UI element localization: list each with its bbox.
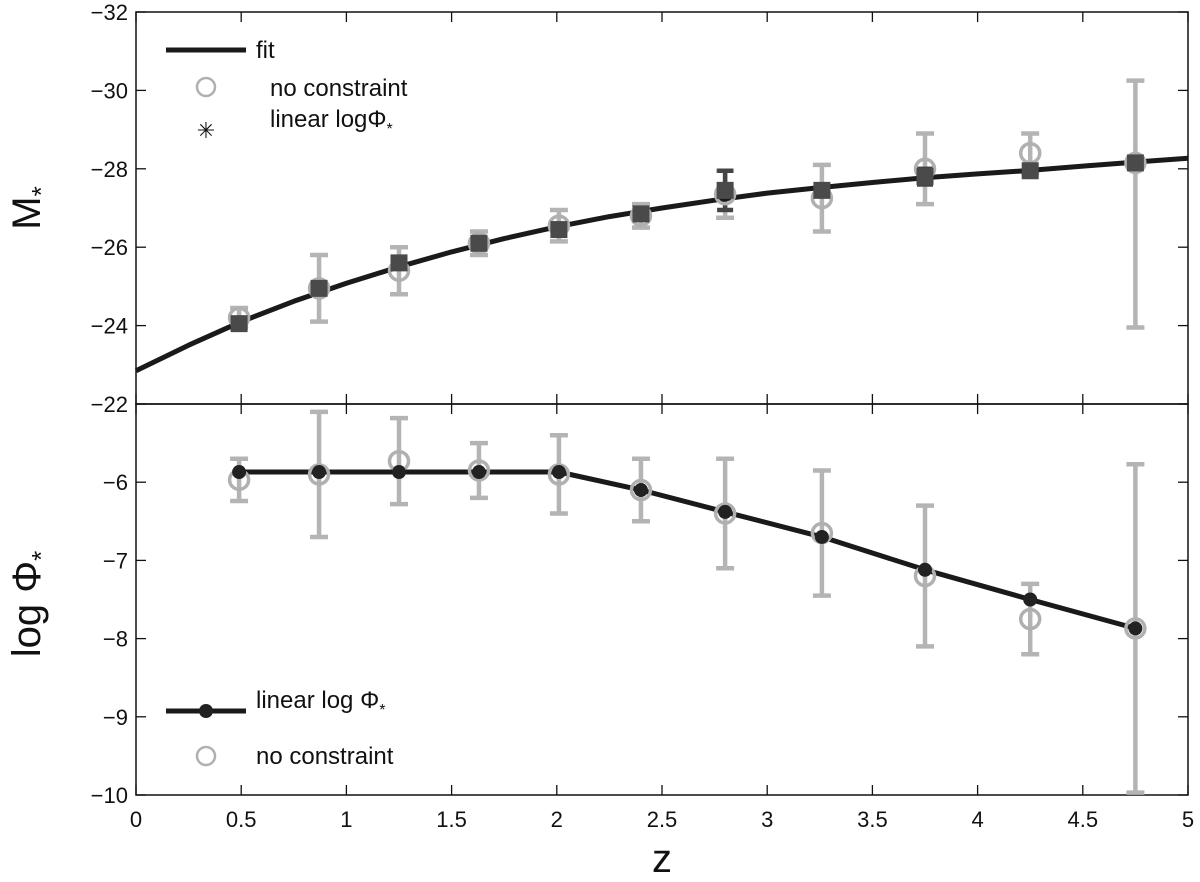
legend-bottom-no-constraint-swatch [195,745,217,767]
legend-bottom-no-constraint-label: no constraint [256,743,394,770]
top-no-constraint-point [467,232,491,255]
bottom-linear-point [918,562,932,577]
top-panel-y-tick-label: −32 [91,0,128,25]
top-linear-point [550,221,568,239]
bottom-linear-point [814,529,829,544]
bottom-linear-point [1023,592,1038,607]
x-tick-label: 1 [340,807,352,832]
bottom-panel-y-tick-label: −8 [103,627,128,652]
legend-fit-label: fit [256,37,275,64]
bottom-y-axis-label-sub: * [26,551,56,561]
bottom-linear-point [232,465,247,480]
x-tick-label: 2 [551,807,563,832]
top-linear-point [813,181,831,199]
x-tick-label: 0 [130,807,142,832]
bottom-y-axis-label-main: log Φ [5,561,49,657]
x-tick-label: 4 [971,807,983,832]
top-linear-point [390,254,408,272]
x-tick-label: 3.5 [857,807,888,832]
bottom-fit-line [239,469,1137,631]
bottom-panel-y-tick-label: −10 [91,783,128,808]
x-tick-label: 2.5 [647,807,678,832]
top-panel-y-tick-label: −22 [91,392,128,417]
top-linear-point [716,181,734,199]
top-linear-point [1126,154,1144,172]
bottom-no-constraint-point [713,502,737,525]
bottom-nc-error-bar [390,415,408,507]
top-fit-line [134,155,1189,373]
top-linear-point [230,315,248,333]
bottom-linear-point [718,504,733,519]
legend-linear-swatch-icon: ✳ [197,118,215,143]
bottom-no-constraint-point [547,463,571,486]
x-tick-label: 4.5 [1068,807,1099,832]
legend-linear-label: linear logΦ* [270,106,393,138]
bottom-linear-point [1128,621,1143,636]
top-panel-y-tick-label: −28 [91,157,128,182]
top-panel-y-tick-label: −30 [91,78,128,103]
bottom-no-constraint-point [1018,607,1042,631]
top-y-axis-label-sub: * [26,186,56,196]
bottom-panel-y-tick-label: −7 [103,548,128,573]
bottom-panel-y-tick-label: −6 [103,470,128,495]
top-no-constraint-point [1124,151,1147,175]
legend-no-constraint-swatch [195,76,217,98]
top-panel-y-tick-label: −26 [91,235,128,260]
bottom-linear-point [633,483,648,498]
x-tick-label: 1.5 [436,807,467,832]
legend-bottom-linear-label: linear log Φ* [256,687,385,719]
x-tick-label: 0.5 [226,807,257,832]
legend-bottom-linear-label-main: linear log Φ [256,687,379,714]
legend-linear-label-main: linear logΦ [270,106,387,133]
bottom-linear-point [392,465,406,480]
top-nc-error-bar [1126,78,1145,330]
x-tick-label: 3 [761,807,773,832]
top-linear-point [1021,162,1039,180]
legend-bottom-linear-marker [199,704,213,718]
legend-linear-label-sub: * [387,121,393,138]
bottom-linear-point [312,465,327,480]
top-y-axis-label: M* [5,186,56,229]
bottom-no-constraint-point [629,478,653,502]
bottom-panel-y-tick-label: −9 [103,705,128,730]
top-linear-point [632,205,650,223]
top-linear-point [916,168,934,186]
bottom-no-constraint-point [467,459,491,482]
x-axis-label: z [652,837,672,877]
top-y-axis-label-main: M [5,196,49,229]
bottom-y-axis-label: log Φ* [5,551,56,658]
top-linear-point [470,234,488,252]
top-no-constraint-point [307,277,331,300]
top-linear-point [310,279,328,297]
legend-bottom-linear-label-sub: * [379,702,385,719]
top-panel-y-tick-label: −24 [91,314,128,339]
bottom-linear-point [471,465,486,480]
bottom-no-constraint-point [307,463,331,486]
bottom-linear-point [551,465,566,480]
x-tick-label: 5 [1182,807,1194,832]
legend-no-constraint-label: no constraint [270,75,408,102]
bottom-no-constraint-point [1124,617,1147,640]
